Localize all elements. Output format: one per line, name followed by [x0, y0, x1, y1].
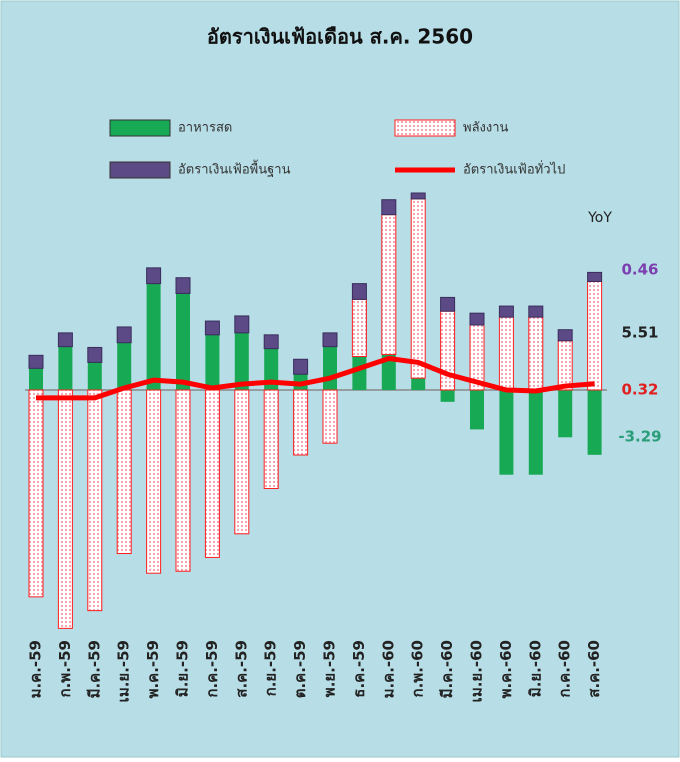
x-tick-label: ม.ค.-60 [379, 640, 397, 698]
bar-segment [204, 389, 220, 558]
legend-label: อัตราเงินเฟ้อทั่วไป [463, 161, 565, 178]
bar-segment [411, 378, 426, 390]
x-tick-label: มิ.ย.-59 [174, 640, 192, 697]
bar-segment [117, 342, 132, 390]
bar-segment [587, 271, 603, 282]
bar-segment [528, 305, 544, 318]
x-tick-label: ธ.ค.-59 [350, 640, 368, 698]
bar-segment [29, 368, 43, 390]
legend-swatch [109, 119, 171, 137]
bar-segment [322, 332, 338, 348]
bar-segment [146, 283, 161, 390]
bar-segment [234, 389, 250, 535]
bar-segment [323, 346, 337, 390]
bar-segment [293, 389, 309, 456]
x-tick-label: ก.ย.-59 [262, 640, 280, 696]
bar-segment [587, 280, 603, 391]
annotation: YoY [587, 210, 612, 226]
bar-segment [293, 358, 309, 375]
bar-segment [322, 389, 338, 444]
bar-segment [410, 192, 426, 200]
bar-segment [87, 389, 103, 612]
x-tick-label: พ.ค.-60 [497, 640, 515, 698]
bar-segment [351, 298, 367, 358]
x-tick-label: เม.ย.-60 [468, 640, 486, 702]
bar-segment [498, 305, 514, 318]
x-tick-label: เม.ย.-59 [115, 640, 133, 702]
bar-segment [499, 390, 514, 475]
x-tick-label: ส.ค.-59 [232, 640, 250, 698]
legend-swatch [394, 119, 456, 137]
legend-label: อาหารสด [178, 121, 232, 136]
x-tick-label: ม.ค.-59 [27, 640, 45, 698]
value-label: 0.46 [621, 261, 658, 279]
bar-segment [116, 326, 132, 344]
bar-segment [558, 390, 573, 438]
bar-segment [587, 390, 602, 455]
x-tick-label: ก.ค.-60 [556, 640, 574, 698]
bar-segment [440, 296, 456, 312]
x-tick-label: ต.ค.-59 [291, 640, 309, 698]
bar-segment [381, 214, 397, 356]
value-label: 0.32 [621, 381, 658, 399]
bar-segment [28, 354, 44, 369]
x-tick-label: มี.ค.-59 [85, 640, 103, 698]
bar-segment [204, 320, 220, 336]
bar-segment [528, 390, 543, 475]
bar-segment [57, 332, 73, 348]
bar-segment [528, 316, 544, 391]
x-tick-label: ก.พ.-60 [409, 640, 427, 697]
bar-segment [351, 283, 367, 300]
chart-title: อัตราเงินเฟ้อเดือน ส.ค. 2560 [207, 25, 473, 49]
bar-segment [234, 315, 250, 334]
x-tick-label: มี.ค.-60 [438, 640, 456, 698]
bar-segment [381, 199, 397, 216]
bar-segment [175, 277, 191, 294]
legend-swatch [109, 161, 171, 179]
bar-segment [87, 346, 103, 363]
bar-segment [234, 332, 249, 390]
bar-segment [28, 389, 44, 598]
bar-segment [440, 390, 455, 402]
bar-segment [440, 310, 456, 391]
bar-segment [87, 362, 102, 390]
bar-segment [176, 293, 190, 390]
bar-segment [470, 390, 484, 430]
bar-segment [146, 389, 162, 574]
x-tick-label: ก.ค.-59 [203, 640, 221, 698]
value-label: -3.29 [618, 428, 661, 446]
bar-segment [469, 312, 485, 326]
bar-segment [557, 329, 573, 342]
legend-label: พลังงาน [463, 121, 509, 136]
bar-segment [410, 198, 426, 379]
bar-segment [352, 356, 367, 390]
bar-segment [116, 389, 132, 555]
x-tick-label: ส.ค.-60 [585, 640, 603, 698]
x-tick-label: พ.ค.-59 [144, 640, 162, 698]
bar-segment [57, 389, 73, 629]
bar-segment [381, 354, 396, 390]
x-tick-label: พ.ย.-59 [321, 640, 339, 697]
x-tick-label: มิ.ย.-60 [526, 640, 544, 697]
bar-segment [263, 334, 279, 350]
legend-label: อัตราเงินเฟ้อพื้นฐาน [178, 160, 291, 178]
bar-segment [263, 389, 279, 489]
x-tick-label: ก.พ.-59 [56, 640, 74, 697]
bar-segment [146, 267, 162, 285]
line-series [36, 355, 595, 401]
bar-segment [264, 348, 279, 390]
bar-segment [205, 334, 220, 390]
bar-segment [557, 340, 573, 391]
bar-segment [175, 389, 191, 572]
value-label: 5.51 [621, 324, 658, 342]
bar-segment [58, 346, 73, 390]
bar-segment [498, 316, 514, 391]
